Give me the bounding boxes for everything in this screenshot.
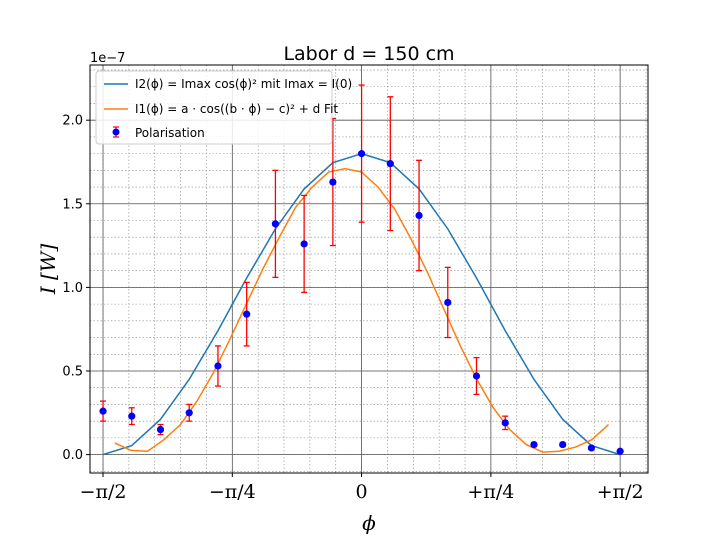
y-offset-label: 1e−7 xyxy=(90,51,125,66)
y-tick-label: 0.5 xyxy=(62,365,83,380)
data-point xyxy=(501,419,509,427)
legend-label-i2: I2(ϕ) = Imax cos(ϕ)² mit Imax = I(0) xyxy=(135,77,352,91)
data-point xyxy=(99,407,107,415)
data-point xyxy=(415,211,423,220)
y-tick-label: 1.5 xyxy=(62,197,83,212)
legend-box xyxy=(95,70,333,145)
data-point xyxy=(530,440,538,449)
y-tick-label: 0.0 xyxy=(62,448,83,463)
x-tick-label: −π/4 xyxy=(209,481,256,503)
x-tick-label: −π/2 xyxy=(80,481,127,503)
data-point xyxy=(559,440,567,449)
data-point xyxy=(357,150,366,158)
plot-frame xyxy=(89,64,649,474)
x-axis-label: ϕ xyxy=(362,511,376,535)
x-tick-label: 0 xyxy=(356,481,368,503)
error-bars xyxy=(100,84,624,453)
data-point xyxy=(329,178,337,186)
y-axis-label: I [W] xyxy=(36,244,60,296)
legend-label-i1: I1(ϕ) = a · cos((b · ϕ) − c)² + d Fit xyxy=(135,102,338,116)
data-point xyxy=(185,409,193,417)
data-point xyxy=(243,310,251,318)
data-point xyxy=(156,425,165,434)
legend-marker-polarisation xyxy=(112,126,120,138)
legend-label-polarisation: Polarisation xyxy=(135,126,205,140)
y-tick-label: 1.0 xyxy=(62,281,83,296)
data-point xyxy=(386,160,394,168)
data-points xyxy=(99,150,624,455)
data-point xyxy=(444,298,452,307)
data-point xyxy=(271,220,280,228)
data-point xyxy=(472,372,481,380)
x-tick-label: +π/4 xyxy=(467,481,514,503)
data-point xyxy=(300,240,308,248)
data-point xyxy=(214,362,222,370)
chart-title: Labor d = 150 cm xyxy=(283,43,454,65)
x-tick-label: +π/2 xyxy=(597,481,644,503)
data-point xyxy=(128,412,136,420)
data-point xyxy=(587,444,596,452)
y-tick-label: 2.0 xyxy=(62,114,83,129)
data-point xyxy=(616,447,624,455)
ticks: −π/2 −π/4 0 +π/4 +π/2 0.0 0.5 1.0 1.5 2.0 xyxy=(62,114,643,503)
legend: I2(ϕ) = Imax cos(ϕ)² mit Imax = I(0) I1(… xyxy=(95,70,352,145)
